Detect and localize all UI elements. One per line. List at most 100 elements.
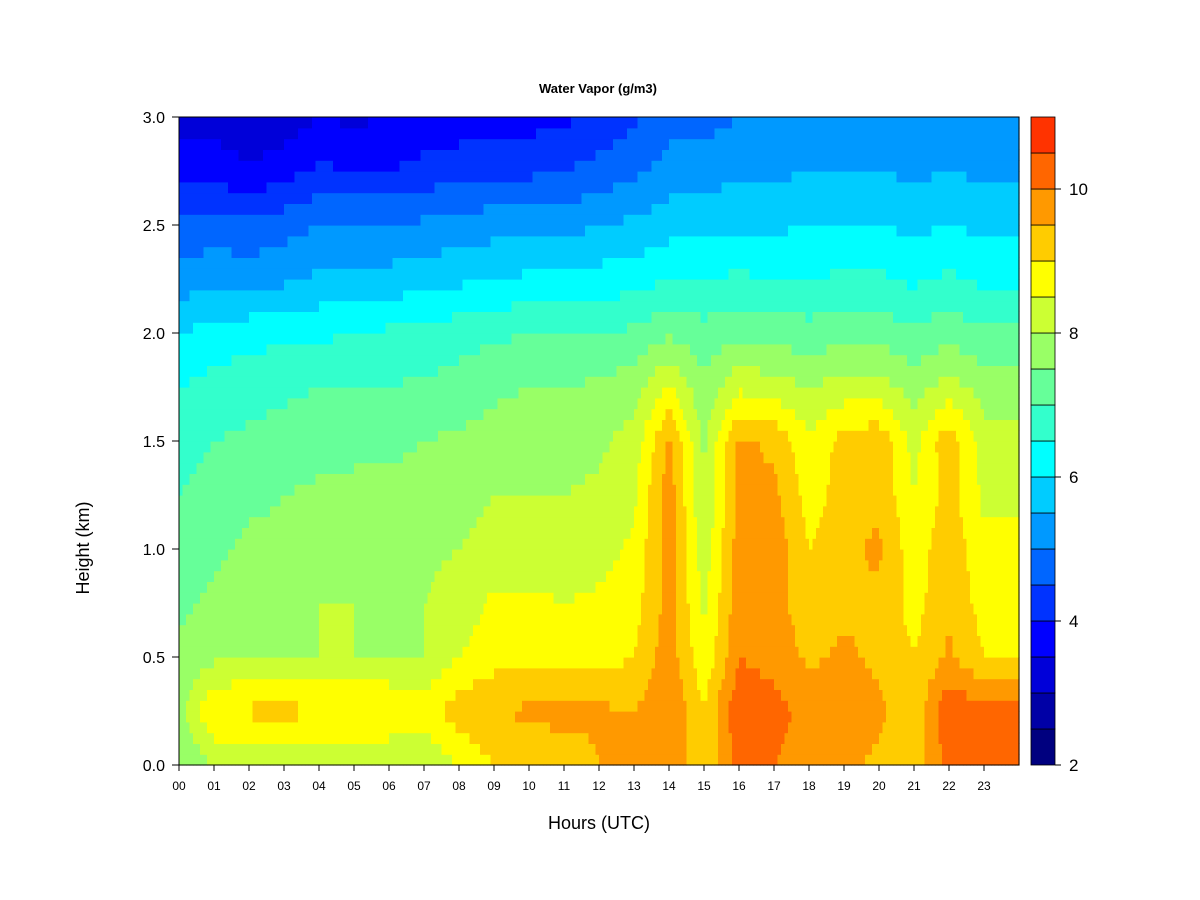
heatmap-cell (347, 430, 352, 442)
heatmap-cell (466, 549, 471, 561)
heatmap-cell (459, 376, 464, 388)
heatmap-cell (371, 613, 376, 626)
heatmap-cell (200, 462, 205, 474)
heatmap-cell (217, 225, 222, 237)
heatmap-cell (224, 603, 229, 615)
heatmap-cell (340, 743, 345, 755)
heatmap-cell (322, 322, 327, 334)
heatmap-cell (354, 462, 359, 474)
heatmap-cell (259, 678, 264, 690)
heatmap-cell (259, 549, 264, 561)
heatmap-cell (305, 160, 310, 172)
heatmap-cell (259, 397, 264, 410)
heatmap-cell (256, 559, 261, 572)
heatmap-cell (368, 657, 373, 669)
heatmap-cell (371, 160, 376, 172)
heatmap-cell (308, 505, 313, 518)
heatmap-cell (312, 289, 317, 302)
heatmap-cell (245, 419, 250, 431)
heatmap-cell (455, 333, 460, 345)
heatmap-cell (329, 160, 334, 172)
heatmap-cell (333, 397, 338, 410)
heatmap-cell (343, 441, 348, 453)
heatmap-cell (277, 149, 282, 161)
heatmap-cell (448, 570, 453, 582)
heatmap-cell (203, 289, 208, 302)
heatmap-cell (326, 538, 331, 550)
heatmap-cell (249, 127, 254, 140)
heatmap-cell (396, 462, 401, 474)
heatmap-cell (392, 127, 397, 140)
heatmap-cell (224, 505, 229, 518)
heatmap-cell (308, 279, 313, 291)
heatmap-cell (315, 451, 320, 464)
heatmap-cell (361, 408, 366, 420)
heatmap-cell (217, 117, 222, 129)
heatmap-cell (350, 441, 355, 453)
heatmap-cell (207, 711, 212, 723)
heatmap-cell (441, 462, 446, 474)
heatmap-cell (420, 117, 425, 129)
heatmap-cell (294, 711, 299, 723)
heatmap-cell (455, 343, 460, 356)
heatmap-cell (445, 451, 450, 464)
heatmap-cell (441, 365, 446, 377)
heatmap-cell (424, 721, 429, 734)
heatmap-cell (298, 646, 303, 658)
heatmap-cell (266, 711, 271, 723)
heatmap-cell (350, 138, 355, 150)
heatmap-cell (291, 473, 296, 485)
heatmap-cell (291, 235, 296, 248)
heatmap-cell (424, 549, 429, 561)
heatmap-cell (291, 700, 296, 712)
heatmap-cell (434, 225, 439, 237)
heatmap-cell (270, 333, 275, 345)
heatmap-cell (326, 646, 331, 658)
heatmap-cell (441, 343, 446, 356)
heatmap-cell (424, 527, 429, 539)
heatmap-cell (287, 743, 292, 755)
heatmap-cell (354, 149, 359, 161)
heatmap-cell (210, 117, 215, 129)
heatmap-cell (256, 333, 261, 345)
heatmap-cell (182, 322, 187, 334)
heatmap-cell (266, 376, 271, 388)
heatmap-cell (462, 624, 467, 636)
heatmap-cell (326, 700, 331, 712)
heatmap-cell (287, 711, 292, 723)
heatmap-cell (210, 711, 215, 723)
heatmap-cell (228, 397, 233, 410)
heatmap-cell (413, 160, 418, 172)
heatmap-cell (203, 711, 208, 723)
heatmap-cell (333, 613, 338, 626)
heatmap-cell (410, 711, 415, 723)
heatmap-cell (347, 192, 352, 204)
heatmap-cell (259, 559, 264, 572)
heatmap-cell (427, 268, 432, 280)
heatmap-cell (291, 117, 296, 129)
heatmap-cell (448, 408, 453, 420)
heatmap-cell (256, 354, 261, 366)
heatmap-cell (399, 365, 404, 377)
heatmap-cell (445, 397, 450, 410)
heatmap-cell (179, 570, 184, 582)
heatmap-cell (364, 754, 369, 766)
heatmap-cell (217, 311, 222, 323)
heatmap-cell (399, 225, 404, 237)
heatmap-cell (308, 646, 313, 658)
heatmap-cell (322, 387, 327, 399)
heatmap-cell (193, 430, 198, 442)
heatmap-cell (238, 419, 243, 431)
heatmap-cell (413, 462, 418, 474)
heatmap-cell (441, 721, 446, 734)
heatmap-cell (375, 117, 380, 129)
heatmap-cell (382, 451, 387, 464)
heatmap-cell (214, 257, 219, 269)
heatmap-cell (354, 419, 359, 431)
heatmap-cell (357, 700, 362, 712)
heatmap-cell (406, 268, 411, 280)
heatmap-cell (329, 138, 334, 150)
heatmap-cell (294, 397, 299, 410)
heatmap-cell (427, 365, 432, 377)
heatmap-cell (312, 711, 317, 723)
